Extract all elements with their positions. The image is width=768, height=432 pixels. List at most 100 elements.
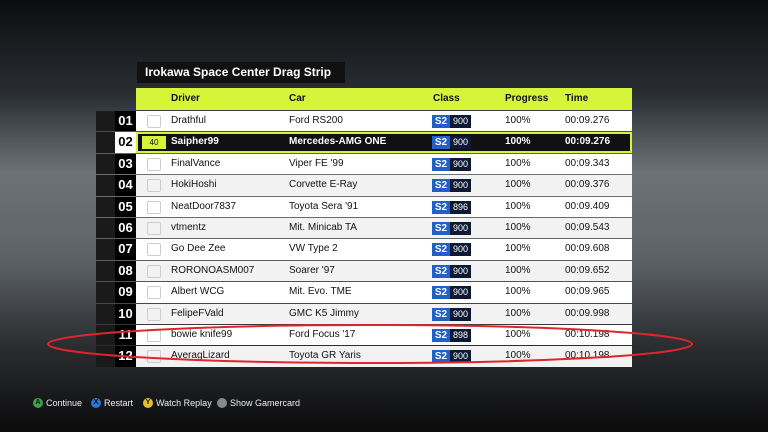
pi-badge: 900 (450, 350, 471, 364)
row-bg (136, 239, 632, 260)
row-bg (136, 111, 632, 132)
time: 00:09.276 (565, 115, 610, 126)
time: 00:10.198 (565, 350, 610, 362)
position-icon (96, 303, 115, 324)
position: 10 (115, 303, 136, 324)
row-bg (136, 325, 632, 346)
column-header: Driver (171, 93, 200, 104)
car: Soarer '97 (289, 264, 335, 276)
driver: bowie knife99 (171, 329, 233, 340)
progress: 100% (505, 200, 531, 212)
avatar (147, 179, 161, 193)
pi-badge: 898 (450, 329, 471, 342)
car: Mercedes-AMG ONE (289, 136, 387, 148)
pi-badge: 900 (450, 286, 471, 300)
time: 00:09.652 (565, 264, 610, 276)
position-icon (96, 175, 115, 196)
car: Viper FE '99 (289, 157, 344, 169)
position-icon (96, 153, 115, 175)
ellipse (47, 324, 693, 364)
avatar (147, 115, 161, 128)
position-icon (96, 346, 115, 367)
button-label[interactable]: Show Gamercard (230, 398, 301, 408)
row-bg (136, 282, 632, 303)
button-icon[interactable]: Y (143, 398, 153, 408)
position: 01 (115, 111, 136, 132)
driver: Saipher99 (171, 136, 219, 148)
position-icon (96, 260, 115, 282)
position: 09 (115, 282, 136, 303)
driver: Albert WCG (171, 286, 225, 298)
car: GMC K5 Jimmy (289, 307, 359, 319)
avatar (147, 264, 161, 278)
class-badge: S2 (432, 179, 450, 193)
row-bg (136, 218, 632, 239)
row-bg (136, 196, 632, 217)
avatar (147, 307, 161, 321)
column-header: Car (289, 93, 306, 104)
driver: HokiHoshi (171, 179, 217, 191)
button-icon[interactable]: X (91, 398, 101, 408)
time: 00:09.965 (565, 286, 610, 298)
class-badge: S2 (432, 243, 450, 257)
column-header: Class (433, 93, 460, 104)
position-icon (96, 218, 115, 239)
time: 00:09.409 (565, 200, 610, 212)
row-bg (136, 132, 632, 153)
progress: 100% (505, 179, 531, 191)
column-header: Progress (505, 93, 549, 104)
time: 00:09.998 (565, 307, 610, 319)
pi-badge: 900 (450, 243, 471, 257)
driver: AveragLizard (171, 350, 230, 362)
position: 03 (115, 153, 136, 175)
avatar (147, 200, 161, 214)
car: Mit. Minicab TA (289, 222, 357, 233)
button-label[interactable]: Continue (46, 398, 83, 408)
position-icon (96, 111, 115, 132)
pi-badge: 896 (450, 200, 471, 214)
position-icon (96, 239, 115, 260)
class-badge: S2 (432, 329, 450, 342)
driver: FinalVance (171, 157, 221, 169)
progress: 100% (505, 243, 531, 255)
car: Toyota GR Yaris (289, 350, 361, 362)
progress: 100% (505, 329, 531, 340)
avatar (147, 286, 161, 300)
car: Ford Focus '17 (289, 329, 356, 340)
time: 00:09.543 (565, 222, 610, 233)
button-icon[interactable]: A (33, 398, 43, 408)
time: 00:09.376 (565, 179, 610, 191)
button-label[interactable]: Watch Replay (156, 398, 212, 408)
car: Ford RS200 (289, 115, 343, 126)
time: 00:09.276 (565, 136, 611, 148)
row-bg (136, 303, 632, 324)
class-badge: S2 (432, 136, 450, 150)
driver: vtmentz (171, 222, 207, 233)
driver: Go Dee Zee (171, 243, 226, 255)
progress: 100% (505, 222, 531, 233)
header-bar (136, 88, 632, 110)
class-badge: S2 (432, 115, 450, 128)
class-badge: S2 (432, 157, 450, 171)
avatar (147, 222, 161, 235)
progress: 100% (505, 157, 531, 169)
driver: RORONOASM007 (171, 264, 255, 276)
button-label[interactable]: Restart (104, 398, 134, 408)
progress: 100% (505, 307, 531, 319)
car: Toyota Sera '91 (289, 200, 359, 212)
avatar (147, 157, 161, 171)
pi-badge: 900 (450, 307, 471, 321)
time: 00:09.343 (565, 157, 610, 169)
position-icon (96, 282, 115, 303)
event-title: Irokawa Space Center Drag Strip (137, 62, 345, 83)
position: 07 (115, 239, 136, 260)
time: 00:10.198 (565, 329, 610, 340)
time: 00:09.608 (565, 243, 610, 255)
position: 05 (115, 196, 136, 217)
button-icon[interactable] (217, 398, 227, 408)
position: 04 (115, 175, 136, 196)
avatar (147, 243, 161, 257)
progress: 100% (505, 286, 531, 298)
pi-badge: 900 (450, 136, 471, 150)
pi-badge: 900 (450, 179, 471, 193)
